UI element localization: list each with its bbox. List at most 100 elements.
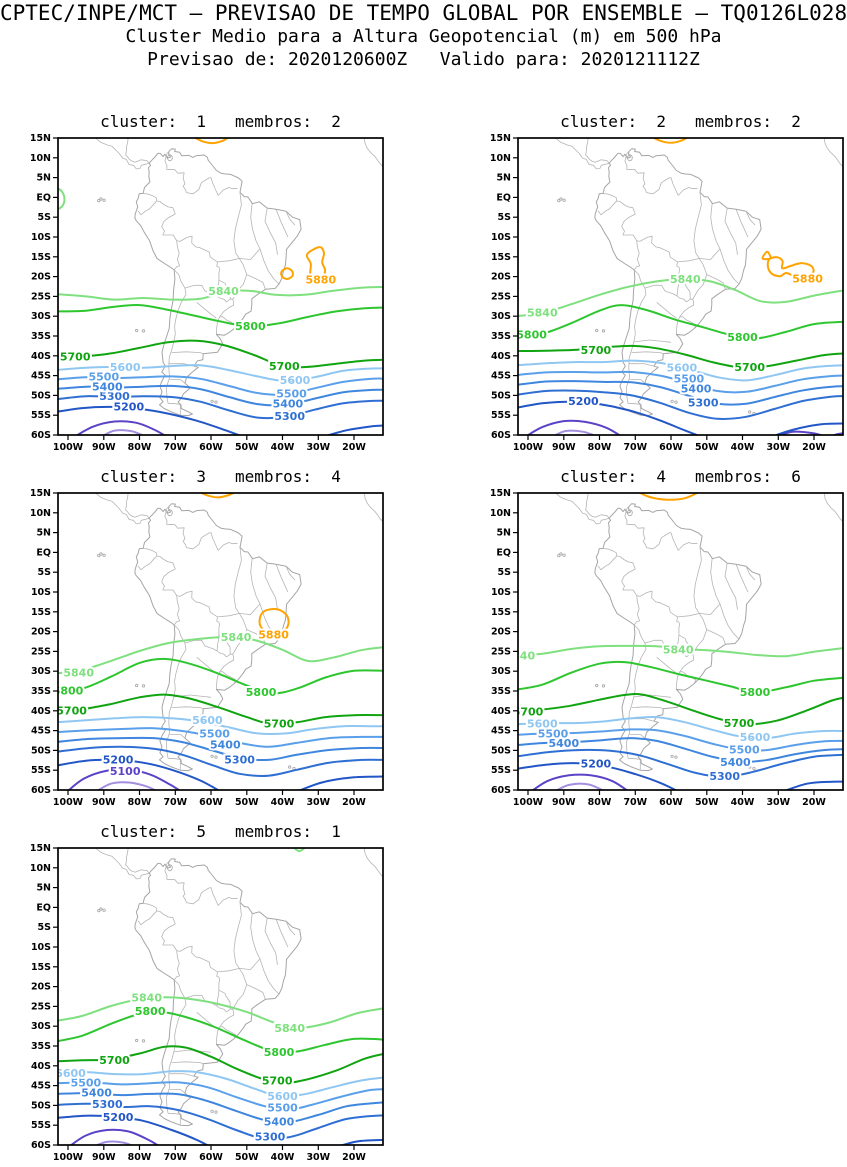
lat-tick-label: 50S bbox=[31, 745, 51, 756]
country-border bbox=[232, 607, 248, 655]
country-border bbox=[186, 887, 238, 906]
lat-tick-label: 10N bbox=[30, 508, 51, 519]
island-mark bbox=[102, 198, 106, 202]
contours: 5200530053005400540055005500560056005700… bbox=[58, 848, 383, 1145]
panel-map-4: 5200530054005400550055005600560057005700… bbox=[490, 488, 844, 808]
lon-tick-label: 20W bbox=[342, 1152, 366, 1163]
country-border bbox=[216, 299, 234, 335]
contours: 5200530054005400550055005600560057005700… bbox=[518, 493, 843, 790]
country-border bbox=[624, 148, 647, 193]
lat-tick-label: 40S bbox=[491, 351, 511, 362]
country-border bbox=[363, 848, 383, 878]
lat-tick-label: 40S bbox=[31, 351, 51, 362]
lat-tick-label: 60S bbox=[31, 1140, 51, 1151]
contour-line-5600 bbox=[58, 716, 383, 736]
lake-maracaibo bbox=[627, 154, 633, 162]
contour-label-5700: 5700 bbox=[264, 717, 295, 730]
country-border bbox=[233, 192, 242, 253]
contour-line-5800 bbox=[58, 304, 383, 328]
country-border bbox=[633, 595, 640, 626]
contour-label-5600: 5600 bbox=[740, 731, 771, 744]
lat-tick-label: 55S bbox=[31, 765, 51, 776]
contour-line-5600 bbox=[518, 715, 843, 740]
lat-tick-label: 15S bbox=[31, 607, 51, 618]
lat-tick-label: EQ bbox=[496, 192, 511, 203]
country-border bbox=[678, 279, 691, 300]
island-mark bbox=[670, 754, 674, 758]
country-border bbox=[164, 148, 187, 193]
contour-label-5300: 5300 bbox=[99, 390, 130, 403]
island-mark bbox=[102, 908, 106, 912]
contour-label-5700: 5700 bbox=[269, 360, 300, 373]
contour-label-5700: 5700 bbox=[581, 344, 612, 357]
south-america-coastline bbox=[594, 148, 762, 417]
island-mark bbox=[141, 684, 146, 688]
map-frame bbox=[57, 847, 384, 1146]
island-mark bbox=[674, 755, 678, 759]
island-mark bbox=[557, 199, 561, 203]
country-border bbox=[233, 902, 242, 963]
island-mark bbox=[135, 1038, 139, 1043]
lat-tick-label: 10N bbox=[490, 508, 511, 519]
axes: 15N 10N 5N EQ 5S 10S 15S 20S 25S 30S 35S 40S 45S 50S 5… bbox=[490, 488, 827, 808]
contour-label-5880: 5880 bbox=[792, 273, 823, 286]
contour-line-5840 bbox=[58, 187, 66, 211]
lat-tick-label: 60S bbox=[491, 430, 511, 441]
contour-line-5880 bbox=[637, 493, 700, 501]
lon-tick-label: 40W bbox=[731, 442, 755, 453]
contour-line-5200 bbox=[784, 780, 843, 790]
contour-label-5800: 5800 bbox=[246, 686, 277, 699]
country-border bbox=[656, 656, 677, 674]
lat-tick-label: 60S bbox=[491, 785, 511, 796]
country-border bbox=[285, 566, 296, 581]
island-mark bbox=[559, 197, 563, 201]
lat-tick-label: EQ bbox=[36, 547, 51, 558]
contour-line-5880 bbox=[761, 250, 772, 261]
country-border bbox=[555, 493, 610, 525]
island-mark bbox=[214, 400, 218, 404]
contour-line-5100 bbox=[526, 419, 621, 435]
panel-title: cluster: 5 membros: 1 bbox=[100, 822, 341, 841]
lon-tick-label: 30W bbox=[766, 797, 790, 808]
lake-maracaibo bbox=[167, 154, 173, 162]
contour-label-5200: 5200 bbox=[581, 757, 612, 770]
contour-line-5000 bbox=[96, 781, 157, 790]
contour-label-5400: 5400 bbox=[81, 1087, 112, 1100]
panel-cluster-4: cluster: 4 membros: 6 5200 5300 5400 5400 55… bbox=[488, 467, 847, 812]
contour-line-5400 bbox=[58, 384, 383, 407]
island-mark bbox=[670, 399, 674, 403]
country-border bbox=[633, 694, 672, 698]
basemap bbox=[555, 138, 843, 417]
lon-tick-label: 30W bbox=[766, 442, 790, 453]
lat-tick-label: 35S bbox=[31, 1041, 51, 1052]
lat-tick-label: 10S bbox=[31, 232, 51, 243]
country-border bbox=[95, 493, 150, 525]
contour-line-5500 bbox=[518, 728, 843, 752]
lon-tick-label: 40W bbox=[731, 797, 755, 808]
country-border bbox=[196, 301, 217, 319]
contour-label-5100: 5100 bbox=[110, 765, 141, 778]
contour-label-5800: 5800 bbox=[516, 328, 547, 341]
country-border bbox=[676, 280, 680, 297]
country-border bbox=[724, 563, 738, 610]
island-mark bbox=[135, 328, 139, 333]
country-border bbox=[164, 858, 187, 903]
island-mark bbox=[102, 553, 106, 557]
country-border bbox=[677, 603, 721, 618]
panel-cluster-3: cluster: 3 membros: 4 5100 5200 5300 5400 55… bbox=[28, 467, 418, 812]
country-border bbox=[216, 654, 234, 690]
island-mark bbox=[99, 552, 103, 556]
country-border bbox=[633, 240, 640, 271]
lon-tick-label: 80W bbox=[128, 797, 152, 808]
lon-tick-label: 80W bbox=[588, 797, 612, 808]
lon-tick-label: 70W bbox=[163, 1152, 187, 1163]
country-border bbox=[217, 248, 261, 263]
country-border bbox=[629, 379, 646, 384]
map-frame bbox=[517, 492, 844, 791]
lon-tick-label: 90W bbox=[92, 442, 116, 453]
country-border bbox=[633, 339, 672, 343]
contour-label-5800: 5800 bbox=[264, 1046, 295, 1059]
country-border bbox=[644, 284, 693, 303]
